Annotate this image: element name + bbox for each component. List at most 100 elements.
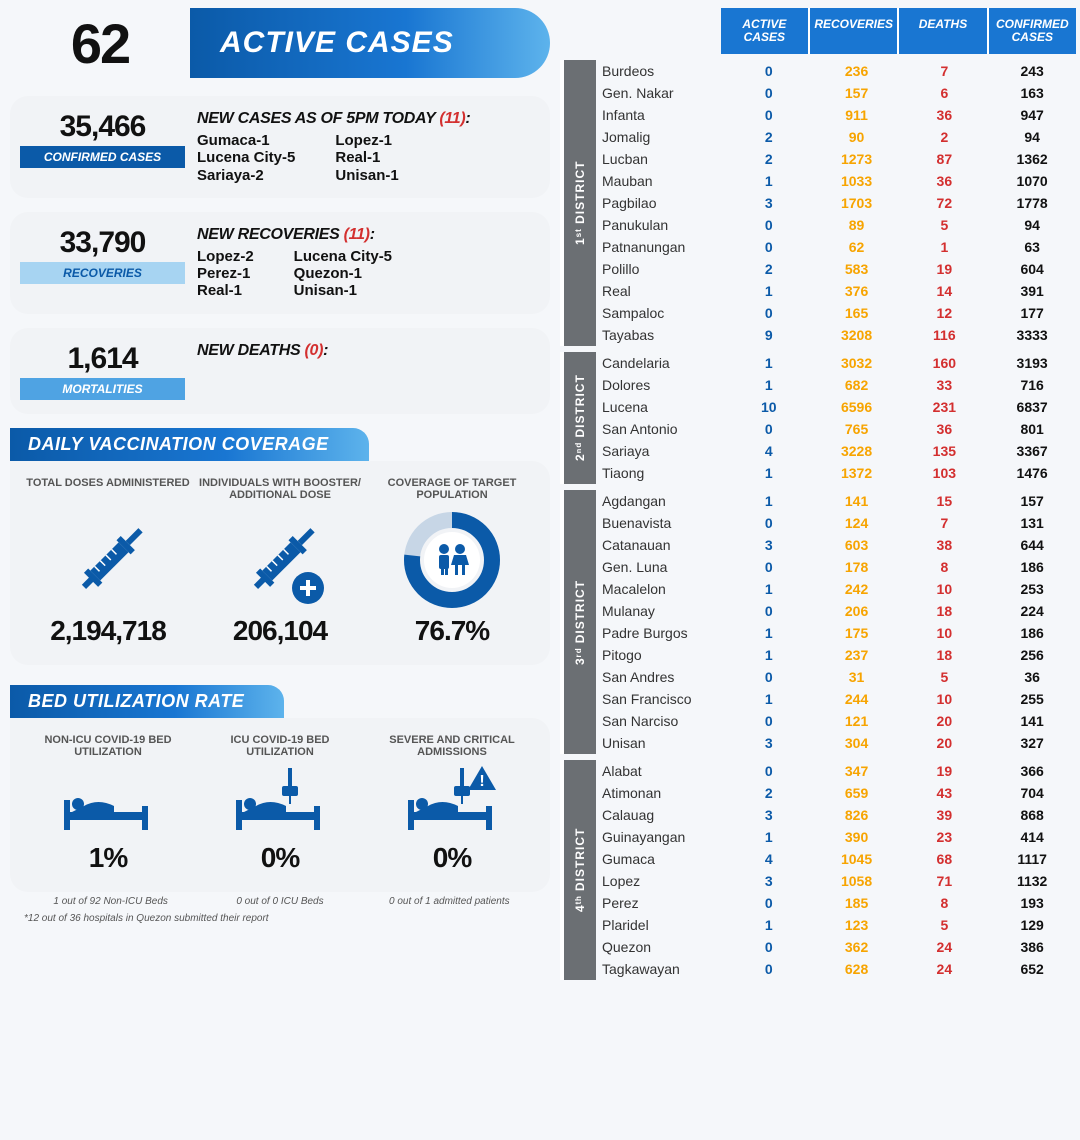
cell-recoveries: 1045 [813,851,901,867]
cell-active: 4 [725,851,813,867]
list-item: Perez-1 [197,265,254,282]
cell-active: 0 [725,217,813,233]
cell-deaths: 10 [900,691,988,707]
table-row: Gen. Luna 0 178 8 186 [596,556,1076,578]
cell-deaths: 87 [900,151,988,167]
table-row: Padre Burgos 1 175 10 186 [596,622,1076,644]
table-header-cell: CONFIRMED CASES [989,8,1076,54]
cell-recoveries: 583 [813,261,901,277]
cell-deaths: 33 [900,377,988,393]
city-name: Dolores [596,377,725,393]
cell-deaths: 2 [900,129,988,145]
table-row: Burdeos 0 236 7 243 [596,60,1076,82]
cell-recoveries: 244 [813,691,901,707]
cell-confirmed: 1476 [988,465,1076,481]
cell-deaths: 231 [900,399,988,415]
district-group: 3ʳᵈ DISTRICT Agdangan 1 141 15 157 Buena… [560,490,1076,754]
cell-recoveries: 390 [813,829,901,845]
city-name: Infanta [596,107,725,123]
list-item: Unisan-1 [335,167,398,184]
cell-deaths: 43 [900,785,988,801]
city-name: San Francisco [596,691,725,707]
cell-confirmed: 63 [988,239,1076,255]
cell-deaths: 23 [900,829,988,845]
cell-deaths: 5 [900,917,988,933]
city-name: Guinayangan [596,829,725,845]
cell-recoveries: 236 [813,63,901,79]
table-row: Tagkawayan 0 628 24 652 [596,958,1076,980]
list-item: Real-1 [197,282,254,299]
cell-recoveries: 178 [813,559,901,575]
list-item: Unisan-1 [294,282,392,299]
cell-deaths: 24 [900,961,988,977]
recoveries-title: NEW RECOVERIES (11): [197,226,538,244]
cell-active: 0 [725,85,813,101]
icu-icon [230,762,330,842]
vacc-col-label: INDIVIDUALS WITH BOOSTER/ ADDITIONAL DOS… [198,477,362,505]
vaccination-col: TOTAL DOSES ADMINISTERED 2,194,718 [26,477,190,647]
cell-confirmed: 243 [988,63,1076,79]
cell-deaths: 72 [900,195,988,211]
table-row: Lucban 2 1273 87 1362 [596,148,1076,170]
cell-active: 1 [725,283,813,299]
cell-recoveries: 3032 [813,355,901,371]
donut-icon [397,505,507,615]
cell-confirmed: 157 [988,493,1076,509]
list-item: Quezon-1 [294,265,392,282]
cell-deaths: 5 [900,669,988,685]
list-item: Lucena City-5 [197,149,295,166]
cell-recoveries: 603 [813,537,901,553]
cell-recoveries: 659 [813,785,901,801]
city-name: Patnanungan [596,239,725,255]
table-row: Mulanay 0 206 18 224 [596,600,1076,622]
cell-confirmed: 224 [988,603,1076,619]
cell-deaths: 14 [900,283,988,299]
cell-confirmed: 604 [988,261,1076,277]
cell-confirmed: 716 [988,377,1076,393]
table-row: Alabat 0 347 19 366 [596,760,1076,782]
active-cases-number: 62 [10,11,190,76]
cell-active: 9 [725,327,813,343]
cell-deaths: 1 [900,239,988,255]
cell-active: 3 [725,735,813,751]
cell-active: 3 [725,873,813,889]
cell-recoveries: 157 [813,85,901,101]
cell-confirmed: 1132 [988,873,1076,889]
cell-recoveries: 206 [813,603,901,619]
recoveries-card: 33,790 RECOVERIES NEW RECOVERIES (11): L… [10,212,550,314]
city-name: Tagkawayan [596,961,725,977]
table-row: Lucena 10 6596 231 6837 [596,396,1076,418]
cell-confirmed: 868 [988,807,1076,823]
cell-active: 0 [725,669,813,685]
cell-recoveries: 124 [813,515,901,531]
cell-recoveries: 242 [813,581,901,597]
table-row: Sampaloc 0 165 12 177 [596,302,1076,324]
cell-active: 1 [725,829,813,845]
cell-active: 1 [725,917,813,933]
table-row: Patnanungan 0 62 1 63 [596,236,1076,258]
table-row: Gumaca 4 1045 68 1117 [596,848,1076,870]
cell-deaths: 116 [900,327,988,343]
table-row: Pitogo 1 237 18 256 [596,644,1076,666]
city-name: Lucban [596,151,725,167]
bed-col: NON-ICU COVID-19 BED UTILIZATION 1% [26,734,190,874]
cell-active: 0 [725,107,813,123]
cell-deaths: 8 [900,895,988,911]
bed-col-sub: 1 out of 92 Non-ICU Beds [26,896,195,907]
cell-confirmed: 177 [988,305,1076,321]
cell-active: 1 [725,355,813,371]
cell-active: 1 [725,647,813,663]
bed-col-label: ICU COVID-19 BED UTILIZATION [198,734,362,762]
cell-deaths: 39 [900,807,988,823]
cell-deaths: 19 [900,763,988,779]
cell-confirmed: 253 [988,581,1076,597]
cell-confirmed: 652 [988,961,1076,977]
cell-confirmed: 1070 [988,173,1076,189]
cell-recoveries: 765 [813,421,901,437]
cell-active: 0 [725,63,813,79]
cell-deaths: 10 [900,625,988,641]
vaccination-col: INDIVIDUALS WITH BOOSTER/ ADDITIONAL DOS… [198,477,362,647]
cell-confirmed: 255 [988,691,1076,707]
cell-recoveries: 237 [813,647,901,663]
city-name: Burdeos [596,63,725,79]
